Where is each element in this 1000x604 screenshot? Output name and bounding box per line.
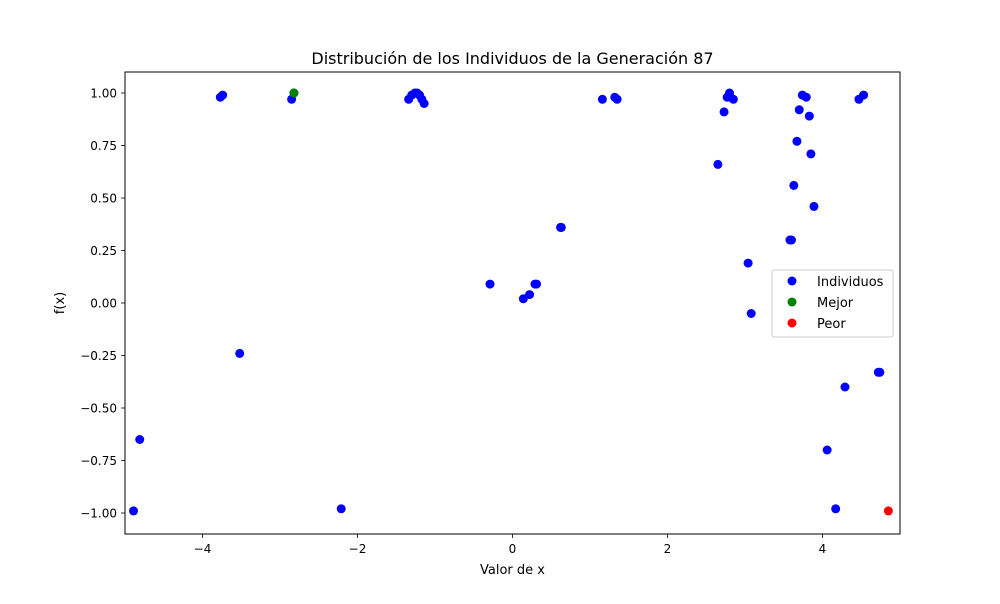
point-individuos: [713, 159, 723, 169]
legend-marker-individuos: [787, 276, 797, 286]
y-tick-label: −0.75: [80, 454, 117, 468]
y-tick-label: 0.25: [90, 244, 117, 258]
point-individuos: [859, 90, 869, 100]
legend: Individuos Mejor Peor: [771, 269, 894, 338]
y-axis-label: f(x): [53, 292, 68, 314]
point-peor: [883, 506, 893, 516]
x-axis-label: Valor de x: [480, 563, 545, 578]
point-individuos: [840, 382, 850, 392]
point-individuos: [743, 258, 753, 268]
plot-frame: [124, 71, 901, 535]
point-individuos: [532, 279, 542, 289]
x-tick-label: 0: [509, 542, 517, 556]
point-individuos: [787, 235, 796, 245]
y-tick-label: 0.75: [90, 139, 117, 153]
legend-marker-peor: [787, 318, 797, 328]
point-individuos: [612, 94, 622, 104]
chart-title: Distribución de los Individuos de la Gen…: [311, 49, 713, 68]
legend-marker-mejor: [787, 297, 797, 307]
point-individuos: [806, 149, 816, 159]
ticks-layer: −4 −2 0 2 4 −1.00 −0.75 −0.50 −0.25 0.00 0.25 0.50 0…: [80, 87, 826, 557]
point-individuos: [336, 504, 346, 514]
point-mejor: [289, 88, 299, 98]
legend-label-individuos: Individuos: [817, 275, 884, 290]
point-individuos: [875, 367, 885, 377]
point-individuos: [419, 99, 429, 108]
point-individuos: [746, 309, 756, 318]
point-individuos: [804, 111, 814, 121]
y-tick-label: 1.00: [90, 87, 117, 101]
point-individuos: [485, 279, 495, 289]
point-individuos: [792, 136, 802, 146]
points-layer: [129, 88, 893, 516]
point-individuos: [525, 290, 535, 300]
legend-label-mejor: Mejor: [817, 296, 854, 311]
y-tick-label: −1.00: [80, 507, 117, 521]
point-individuos: [719, 107, 729, 117]
point-individuos: [831, 504, 841, 514]
point-individuos: [809, 201, 819, 211]
point-individuos: [135, 435, 145, 444]
x-tick-label: 4: [819, 542, 827, 556]
point-individuos: [789, 180, 799, 190]
x-tick-label: −4: [194, 542, 212, 556]
point-individuos: [597, 94, 607, 104]
point-individuos: [129, 506, 139, 516]
point-individuos: [801, 92, 811, 102]
x-tick-label: 2: [664, 542, 672, 556]
point-individuos: [556, 222, 566, 232]
legend-box: [771, 269, 894, 338]
point-individuos: [822, 445, 832, 455]
y-tick-label: 0.50: [90, 192, 117, 206]
point-individuos: [218, 90, 228, 100]
x-tick-label: −2: [349, 542, 367, 556]
y-tick-label: −0.25: [80, 349, 117, 363]
point-individuos: [728, 94, 738, 104]
y-tick-label: −0.50: [80, 402, 117, 416]
y-tick-label: 0.00: [90, 297, 117, 311]
point-individuos: [794, 105, 804, 115]
legend-label-peor: Peor: [817, 317, 846, 332]
point-individuos: [235, 348, 245, 358]
